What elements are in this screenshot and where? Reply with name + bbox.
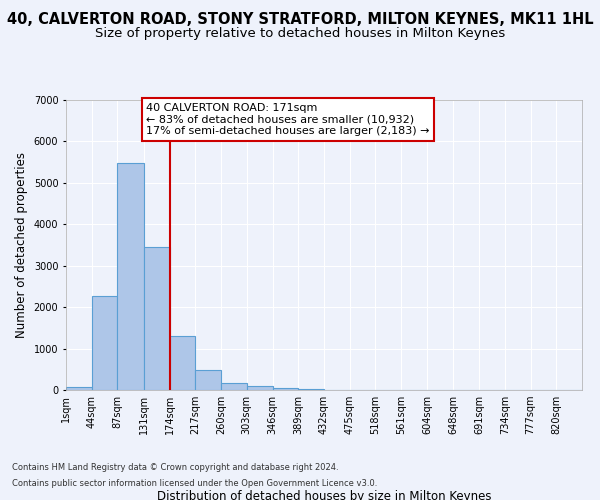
Text: 40 CALVERTON ROAD: 171sqm
← 83% of detached houses are smaller (10,932)
17% of s: 40 CALVERTON ROAD: 171sqm ← 83% of detac… bbox=[146, 103, 430, 136]
Bar bbox=[92, 296, 118, 390]
Y-axis label: Number of detached properties: Number of detached properties bbox=[15, 152, 28, 338]
Text: Contains HM Land Registry data © Crown copyright and database right 2024.: Contains HM Land Registry data © Crown c… bbox=[12, 464, 338, 472]
Bar bbox=[247, 386, 272, 390]
X-axis label: Distribution of detached houses by size in Milton Keynes: Distribution of detached houses by size … bbox=[157, 490, 491, 500]
Bar bbox=[170, 336, 195, 390]
Text: Size of property relative to detached houses in Milton Keynes: Size of property relative to detached ho… bbox=[95, 28, 505, 40]
Bar bbox=[144, 246, 170, 390]
Bar bbox=[195, 370, 221, 390]
Bar bbox=[272, 388, 298, 390]
Bar bbox=[298, 389, 324, 390]
Text: 40, CALVERTON ROAD, STONY STRATFORD, MILTON KEYNES, MK11 1HL: 40, CALVERTON ROAD, STONY STRATFORD, MIL… bbox=[7, 12, 593, 28]
Bar bbox=[118, 164, 144, 390]
Bar bbox=[66, 387, 92, 390]
Bar bbox=[221, 384, 247, 390]
Text: Contains public sector information licensed under the Open Government Licence v3: Contains public sector information licen… bbox=[12, 478, 377, 488]
